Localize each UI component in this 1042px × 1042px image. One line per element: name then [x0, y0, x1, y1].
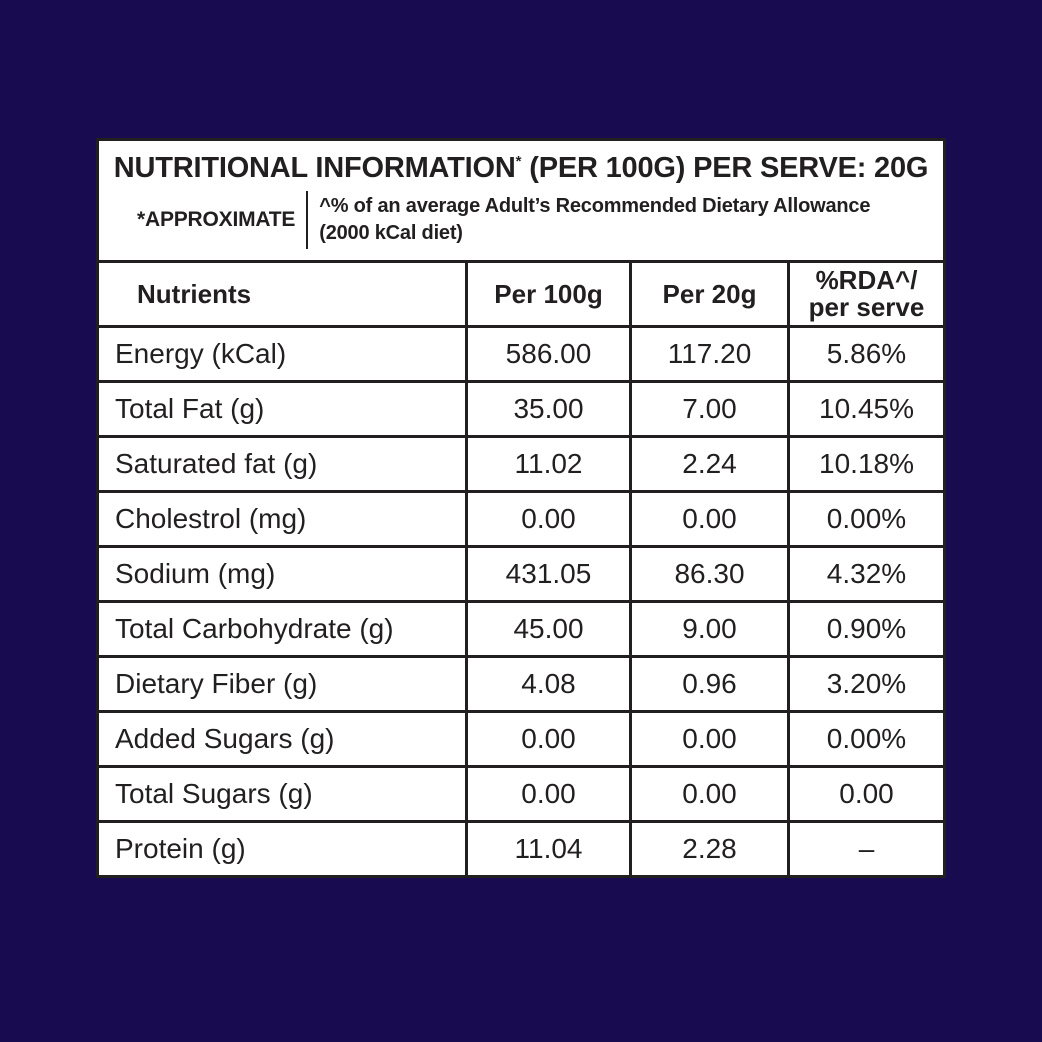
header-cell-per100g: Per 100g — [465, 263, 629, 325]
value-per100g: 11.02 — [465, 438, 629, 490]
value-per100g: 45.00 — [465, 603, 629, 655]
value-per20g: 9.00 — [629, 603, 787, 655]
table-row: Total Sugars (g) 0.00 0.00 0.00 — [99, 765, 943, 820]
title-suffix: (PER 100G) PER SERVE: 20G — [529, 152, 929, 184]
approximate-label: *APPROXIMATE — [137, 208, 296, 231]
approximate-row: *APPROXIMATE ^% of an average Adult’s Re… — [99, 191, 943, 249]
nutrient-name: Total Carbohydrate (g) — [115, 613, 394, 644]
nutrient-name: Cholestrol (mg) — [115, 503, 307, 534]
value-rda: 0.00% — [787, 493, 943, 545]
value-rda: 0.90% — [787, 603, 943, 655]
header-rda-line2: per serve — [808, 292, 925, 322]
value-rda: 0.00% — [787, 713, 943, 765]
value-per20g: 7.00 — [629, 383, 787, 435]
value-rda: 0.00 — [787, 768, 943, 820]
title-block: NUTRITIONAL INFORMATION* (PER 100G) PER S… — [99, 141, 943, 263]
nutrient-name: Protein (g) — [115, 833, 246, 864]
table-row: Cholestrol (mg) 0.00 0.00 0.00% — [99, 490, 943, 545]
value-rda: 5.86% — [787, 328, 943, 380]
header-rda-line1: %RDA^/ — [815, 265, 918, 295]
value-per100g: 35.00 — [465, 383, 629, 435]
value-per100g: 11.04 — [465, 823, 629, 875]
value-per100g: 0.00 — [465, 713, 629, 765]
nutrient-name: Saturated fat (g) — [115, 448, 318, 479]
value-per20g: 0.00 — [629, 713, 787, 765]
value-per100g: 431.05 — [465, 548, 629, 600]
table-row: Saturated fat (g) 11.02 2.24 10.18% — [99, 435, 943, 490]
title-asterisk: * — [515, 153, 522, 170]
value-rda: 4.32% — [787, 548, 943, 600]
table-row: Dietary Fiber (g) 4.08 0.96 3.20% — [99, 655, 943, 710]
value-per20g: 117.20 — [629, 328, 787, 380]
label-title: NUTRITIONAL INFORMATION* (PER 100G) PER S… — [99, 152, 943, 185]
nutrient-name: Total Sugars (g) — [115, 778, 313, 809]
header-cell-per20g: Per 20g — [629, 263, 787, 325]
value-per20g: 0.00 — [629, 768, 787, 820]
header-cell-nutrients: Nutrients — [137, 278, 252, 309]
rda-note: ^% of an average Adult’s Recommended Die… — [319, 193, 870, 247]
value-per100g: 0.00 — [465, 493, 629, 545]
table-row: Total Fat (g) 35.00 7.00 10.45% — [99, 380, 943, 435]
rda-note-line2: (2000 kCal diet) — [319, 222, 463, 244]
nutrient-name: Sodium (mg) — [115, 558, 276, 589]
value-per100g: 586.00 — [465, 328, 629, 380]
rda-note-line1: ^% of an average Adult’s Recommended Die… — [319, 195, 871, 217]
value-rda: 3.20% — [787, 658, 943, 710]
nutrient-name: Dietary Fiber (g) — [115, 668, 318, 699]
nutrient-name: Added Sugars (g) — [115, 723, 335, 754]
value-per20g: 2.28 — [629, 823, 787, 875]
value-per20g: 0.00 — [629, 493, 787, 545]
value-per20g: 2.24 — [629, 438, 787, 490]
header-cell-rda: %RDA^/ per serve — [787, 263, 943, 325]
title-main: NUTRITIONAL INFORMATION — [113, 152, 516, 184]
table-row: Sodium (mg) 431.05 86.30 4.32% — [99, 545, 943, 600]
table-header-row: Nutrients Per 100g Per 20g %RDA^/ per se… — [99, 263, 943, 325]
value-per20g: 0.96 — [629, 658, 787, 710]
nutrition-facts-card: NUTRITIONAL INFORMATION* (PER 100G) PER S… — [96, 138, 946, 878]
value-per100g: 0.00 — [465, 768, 629, 820]
table-row: Added Sugars (g) 0.00 0.00 0.00% — [99, 710, 943, 765]
value-rda: 10.18% — [787, 438, 943, 490]
value-per20g: 86.30 — [629, 548, 787, 600]
table-row: Energy (kCal) 586.00 117.20 5.86% — [99, 325, 943, 380]
value-rda: – — [787, 823, 943, 875]
vertical-divider — [306, 191, 309, 249]
nutrient-name: Total Fat (g) — [115, 393, 265, 424]
table-row: Total Carbohydrate (g) 45.00 9.00 0.90% — [99, 600, 943, 655]
nutrient-name: Energy (kCal) — [115, 338, 287, 369]
value-per100g: 4.08 — [465, 658, 629, 710]
nutrition-table: Nutrients Per 100g Per 20g %RDA^/ per se… — [99, 263, 943, 875]
table-row: Protein (g) 11.04 2.28 – — [99, 820, 943, 875]
value-rda: 10.45% — [787, 383, 943, 435]
